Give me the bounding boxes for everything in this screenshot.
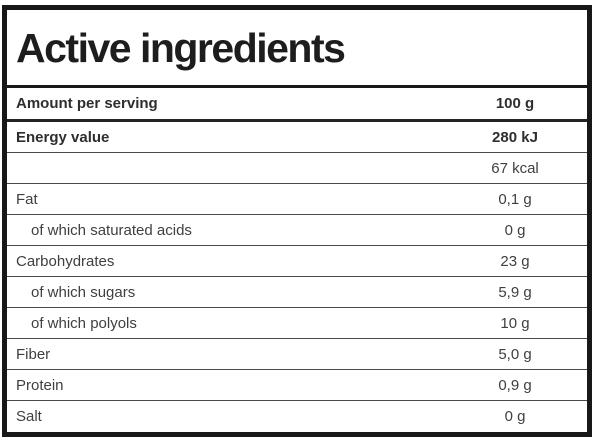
table-row: Carbohydrates 23 g xyxy=(7,246,587,278)
row-value: 0 g xyxy=(504,221,526,239)
row-value: 0 g xyxy=(504,408,526,426)
table-row: of which sugars 5,9 g xyxy=(7,277,587,309)
table-row: Fat 0,1 g xyxy=(7,184,587,216)
row-label: of which polyols xyxy=(31,314,137,332)
header-label: Amount per serving xyxy=(16,95,158,113)
row-label: Carbohydrates xyxy=(16,252,115,270)
row-value: 5,0 g xyxy=(498,345,532,363)
row-label: Fiber xyxy=(16,345,51,363)
table-body: Energy value 280 kJ 67 kcal Fat 0,1 g of… xyxy=(7,122,587,432)
row-label: Energy value xyxy=(16,128,110,146)
table-row: Salt 0 g xyxy=(7,401,587,432)
row-label: Protein xyxy=(16,376,64,394)
row-label: Fat xyxy=(16,190,38,208)
row-value: 280 kJ xyxy=(492,128,538,146)
row-value: 10 g xyxy=(500,314,530,332)
row-value: 67 kcal xyxy=(491,159,539,177)
table-header-row: Amount per serving 100 g xyxy=(7,88,587,123)
table-row: Energy value 280 kJ xyxy=(7,122,587,154)
table-row: of which saturated acids 0 g xyxy=(7,215,587,247)
table-row: of which polyols 10 g xyxy=(7,308,587,340)
table-row: Protein 0,9 g xyxy=(7,370,587,402)
row-value: 23 g xyxy=(500,252,530,270)
row-value: 0,9 g xyxy=(498,376,532,394)
page-title: Active ingredients xyxy=(7,10,587,89)
row-label: of which sugars xyxy=(31,283,136,301)
table-row: Fiber 5,0 g xyxy=(7,339,587,371)
table-row: 67 kcal xyxy=(7,153,587,185)
row-label: Salt xyxy=(16,408,42,426)
header-value: 100 g xyxy=(495,95,535,113)
nutrition-label: Active ingredients Amount per serving 10… xyxy=(2,5,592,438)
row-label: of which saturated acids xyxy=(31,221,192,239)
row-value: 5,9 g xyxy=(498,283,532,301)
row-value: 0,1 g xyxy=(498,190,532,208)
